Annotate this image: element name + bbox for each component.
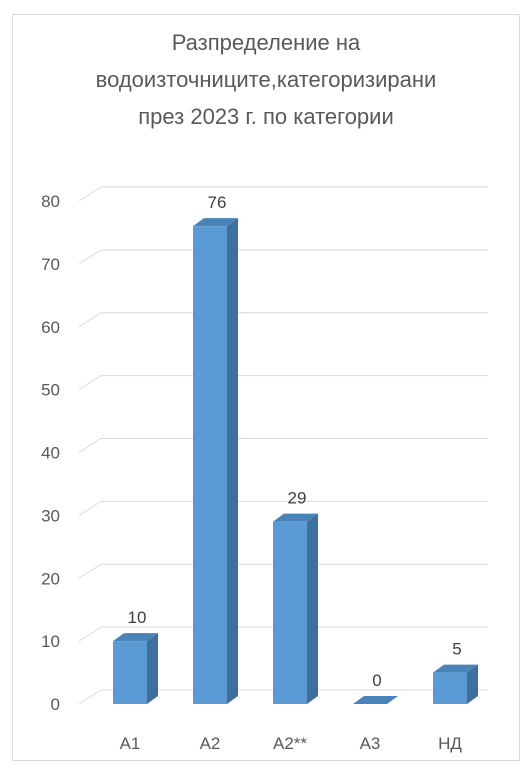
gridline-depth-30: [78, 500, 102, 516]
data-label: 29: [288, 489, 307, 508]
bar-top: [273, 513, 318, 522]
data-label: 10: [128, 608, 147, 627]
bar-front: [193, 226, 227, 704]
y-tick-label: 60: [41, 318, 60, 337]
gridline-depth-20: [78, 563, 102, 579]
bar-top: [193, 218, 238, 227]
y-tick-label: 80: [41, 192, 60, 211]
y-tick-label: 30: [41, 506, 60, 525]
chart-title-line-3: през 2023 г. по категории: [138, 104, 394, 129]
data-label: 0: [372, 671, 381, 690]
x-tick-label: НД: [438, 734, 462, 753]
data-label: 76: [208, 193, 227, 212]
gridline-depth-70: [78, 249, 102, 265]
x-axis: А1 А2 А2** А3 НД: [120, 734, 463, 753]
y-tick-label: 10: [41, 632, 60, 651]
chart-title-line-1: Разпределение на: [171, 30, 361, 55]
chart-title: Разпределение на водоизточниците,категор…: [0, 24, 532, 135]
y-tick-label: 0: [51, 695, 60, 714]
gridline-depth-60: [78, 312, 102, 328]
bar-front: [273, 521, 307, 704]
bar-side: [147, 633, 158, 704]
bar-А1: [113, 633, 158, 704]
data-label: 5: [452, 640, 461, 659]
gridline-depth-0: [78, 689, 102, 705]
bar-front: [433, 672, 467, 704]
bars: [113, 218, 478, 704]
x-tick-label: А1: [120, 734, 141, 753]
bar-А2: [193, 218, 238, 704]
bar-top: [353, 696, 398, 704]
y-tick-label: 50: [41, 381, 60, 400]
x-tick-label: А2**: [273, 734, 307, 753]
gridline-depth-40: [78, 438, 102, 453]
bar-side: [307, 513, 318, 704]
gridline-depth-10: [78, 626, 102, 642]
chart-title-line-2: водоизточниците,категоризирани: [95, 67, 437, 92]
bar-front: [113, 641, 147, 704]
y-tick-label: 70: [41, 255, 60, 274]
bar-side: [227, 218, 238, 704]
y-axis: 0 10 20 30 40 50 60 70 80: [41, 192, 60, 714]
bar-НД: [433, 664, 478, 704]
gridline-depth-50: [78, 375, 102, 391]
bar-top: [113, 633, 158, 642]
chart-frame: [12, 14, 520, 761]
data-labels: 10 76 29 0 5: [128, 193, 462, 690]
y-tick-label: 40: [41, 444, 60, 463]
bar-top: [433, 664, 478, 673]
x-tick-label: А2: [200, 734, 221, 753]
x-tick-label: А3: [360, 734, 381, 753]
bar-А3: [353, 696, 398, 704]
bar-А2**: [273, 513, 318, 704]
gridlines: [78, 186, 488, 705]
y-tick-label: 20: [41, 569, 60, 588]
bar-side: [467, 664, 478, 704]
gridline-depth-80: [78, 186, 102, 202]
